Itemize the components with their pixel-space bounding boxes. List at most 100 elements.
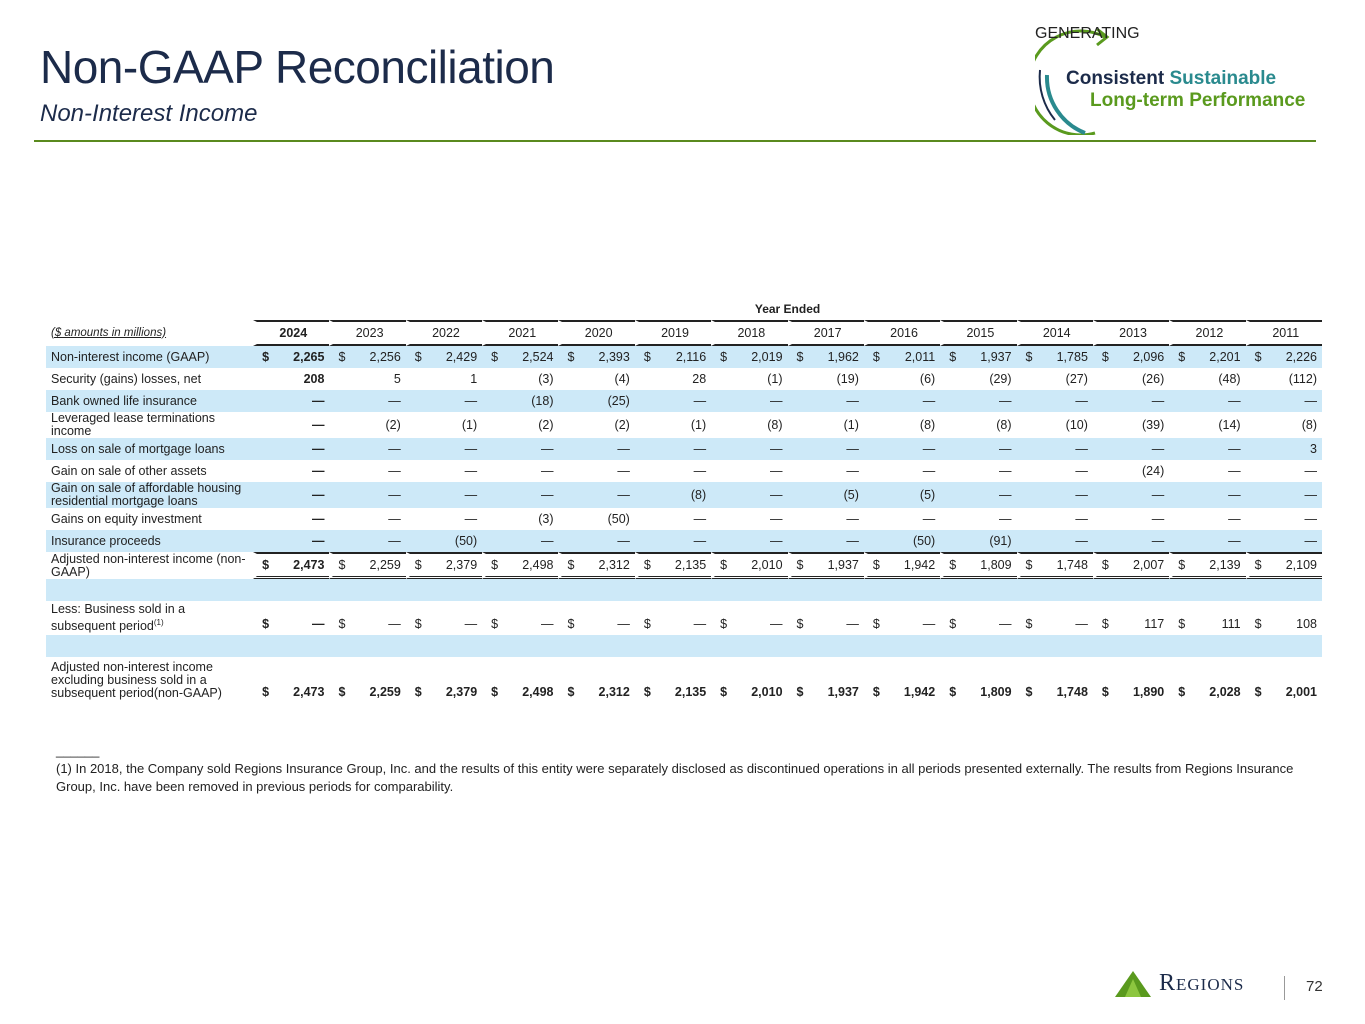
value-cell: — [882,390,941,412]
dollar-sign [1016,482,1036,508]
value-cell: (29) [989,372,1012,386]
value-cell: (6) [919,372,936,386]
dollar-sign [787,412,807,438]
dollar-sign [329,368,348,390]
dollar-sign [253,412,272,438]
value-cell: — [577,530,635,552]
dollar-sign [329,412,348,438]
value-cell: — [729,390,788,412]
dollar-sign: $ [940,346,959,368]
value-cell: 2,524 [500,346,559,368]
dollar-sign [558,482,578,508]
year-header: 2015 [940,320,1017,346]
value-cell: — [271,530,330,552]
value-cell: — [1075,464,1088,478]
value-cell: (91) [958,530,1017,552]
dollar-sign [558,438,578,460]
value-cell: 2,135 [653,552,712,579]
value-cell: — [1075,617,1088,631]
regions-triangle-logo-icon [1115,970,1151,997]
value-cell: — [464,512,478,526]
dollar-sign [863,390,883,412]
value-cell: — [770,512,783,526]
dollar-sign [863,530,883,552]
value-cell: 1,748 [1056,685,1088,699]
value-cell: — [729,438,788,460]
dollar-sign [253,390,272,412]
dollar-sign: $ [405,657,425,703]
value-cell: — [1187,530,1246,552]
value-cell: — [1035,530,1093,552]
year-header: 2018 [711,320,788,346]
value-cell: — [271,390,330,412]
dollar-sign: $ [1016,552,1036,579]
dollar-sign [558,390,578,412]
value-cell: 2,393 [577,346,635,368]
value-cell: 1,942 [903,685,936,699]
row-label [46,579,254,601]
value-cell: (3) [538,512,554,526]
dollar-sign [482,530,501,552]
value-cell: — [464,617,478,631]
dollar-sign: $ [634,346,654,368]
value-cell: 1 [470,372,478,386]
value-cell: 5 [393,372,401,386]
value-cell: — [653,438,712,460]
row-label: Gain on sale of other assets [51,463,207,478]
dollar-sign [405,438,425,460]
value-cell: — [922,464,936,478]
value-cell: — [846,464,859,478]
dollar-sign [1092,460,1112,482]
row-label: Adjusted non-interest income (non-GAAP) [51,551,246,579]
dollar-sign [1245,482,1265,508]
value-cell: (1) [690,418,707,432]
dollar-sign: $ [1169,346,1188,368]
dollar-sign: $ [1169,601,1188,635]
units-label: ($ amounts in millions) [51,326,167,339]
dollar-sign [405,412,425,438]
value-cell: — [846,512,859,526]
dollar-sign [558,412,577,438]
dollar-sign: $ [711,346,730,368]
dollar-sign [940,412,959,438]
value-cell: — [617,617,630,631]
dollar-sign [1016,530,1036,552]
logo-sustainable: Sustainable [1169,68,1277,89]
dollar-sign [253,530,272,552]
value-cell: — [1035,482,1093,508]
dollar-sign [1016,368,1036,390]
dollar-sign [940,530,959,552]
row-label: Insurance proceeds [46,530,254,552]
value-cell: 2,010 [751,685,783,699]
value-cell: 1,937 [827,685,859,699]
value-cell: — [500,482,559,508]
dollar-sign [405,368,425,390]
table-row: Adjusted non-interest income excluding b… [46,657,1322,703]
value-cell: (18) [500,390,559,412]
dollar-sign [711,460,730,482]
dollar-sign [1245,390,1265,412]
dollar-sign [940,438,959,460]
dollar-sign [711,390,730,412]
year-header: 2013 [1092,320,1170,346]
dollar-sign [1169,530,1188,552]
value-cell: — [1228,512,1241,526]
year-header: 2023 [329,320,406,346]
dollar-sign: $ [863,657,883,703]
dollar-sign [253,438,272,460]
value-cell: (2) [385,418,401,432]
value-cell: — [577,438,635,460]
dollar-sign [558,530,578,552]
dollar-sign [1169,460,1188,482]
dollar-sign [787,482,807,508]
value-cell: — [311,418,325,432]
dollar-sign: $ [1016,346,1036,368]
year-header: 2017 [787,320,864,346]
year-header-row: ($ amounts in millions) 2024 2023 2022 2021 2… [46,320,1322,346]
dollar-sign [558,508,577,530]
value-cell: — [770,464,783,478]
dollar-sign: $ [787,346,807,368]
dollar-sign [634,412,654,438]
value-cell: (19) [836,372,859,386]
dollar-sign: $ [482,346,501,368]
